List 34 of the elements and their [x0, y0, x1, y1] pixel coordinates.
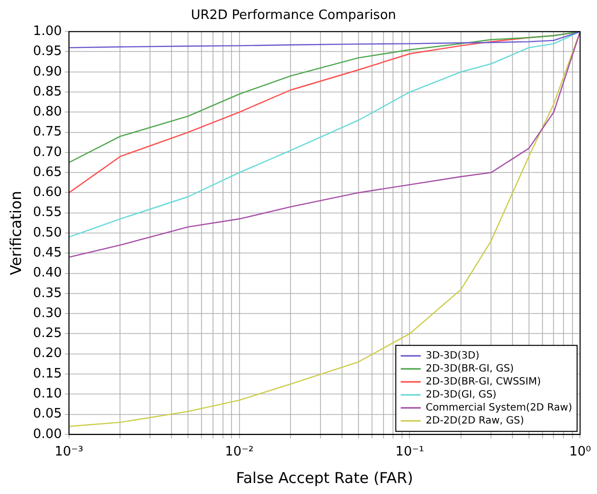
- y-tick-label: 0.40: [32, 266, 62, 281]
- legend-label: 2D-3D(BR-GI, GS): [426, 363, 514, 374]
- y-tick-label: 0.20: [32, 346, 62, 362]
- y-tick-label: 0.95: [32, 44, 62, 60]
- x-axis-title: False Accept Rate (FAR): [236, 468, 414, 487]
- y-tick-label: 0.45: [32, 246, 62, 261]
- y-tick-label: 0.80: [32, 104, 62, 120]
- y-tick-label: 0.70: [32, 144, 62, 160]
- y-tick-label: 0.60: [32, 185, 62, 200]
- chart-title: UR2D Performance Comparison: [190, 8, 396, 24]
- y-tick-label: 0.35: [32, 286, 62, 301]
- y-tick-label: 0.10: [32, 386, 62, 402]
- y-tick-label: 0.75: [32, 124, 62, 140]
- y-tick-label: 0.65: [32, 164, 62, 180]
- legend-label: 2D-2D(2D Raw, GS): [426, 415, 524, 426]
- y-tick-label: 0.05: [32, 406, 62, 422]
- x-tick-label: 10⁻¹: [395, 444, 424, 460]
- x-tick-label: 10⁻²: [225, 444, 254, 460]
- y-tick-label: 0.00: [32, 426, 62, 442]
- y-axis-title: Verification: [6, 190, 25, 276]
- y-tick-label: 0.90: [32, 64, 62, 80]
- y-tick-label: 0.50: [32, 225, 62, 240]
- legend-label: 3D-3D(3D): [426, 350, 480, 362]
- y-tick-label: 1.00: [32, 24, 62, 39]
- x-tick-label: 10⁻³: [54, 444, 84, 460]
- y-tick-label: 0.30: [32, 306, 62, 321]
- y-tick-label: 0.15: [32, 366, 62, 382]
- y-tick-label: 0.25: [32, 326, 62, 342]
- y-tick-label: 0.55: [32, 205, 62, 220]
- legend-label: 2D-3D(BR-GI, CWSSIM): [426, 376, 541, 388]
- x-tick-label: 10⁰: [569, 444, 592, 460]
- legend-label: Commercial System(2D Raw): [426, 402, 572, 414]
- legend-label: 2D-3D(GI, GS): [426, 389, 497, 400]
- y-tick-label: 0.85: [32, 84, 62, 100]
